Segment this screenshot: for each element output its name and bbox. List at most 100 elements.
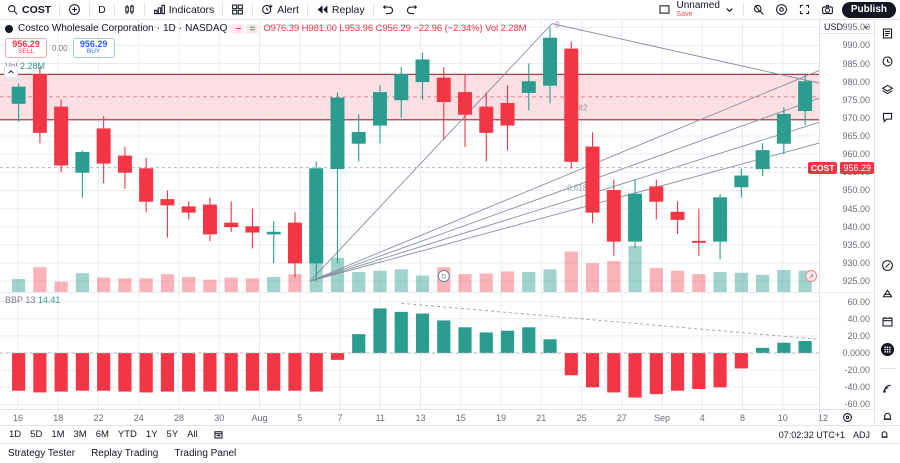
- current-price-value: 956.29: [840, 161, 874, 174]
- chat-bubble-icon[interactable]: [877, 108, 899, 126]
- indicators-label: Indicators: [168, 3, 215, 16]
- templates-button[interactable]: [226, 1, 249, 19]
- range-button-1m[interactable]: 1M: [51, 429, 65, 440]
- toolbar-divider: [113, 3, 115, 16]
- adjustment-toggle[interactable]: ADJ: [852, 429, 870, 440]
- price-axis-label: 995.00: [842, 22, 870, 33]
- redo-button[interactable]: [400, 1, 423, 19]
- time-axis-tick: 15: [455, 413, 466, 423]
- ideas-target-icon[interactable]: [877, 256, 899, 274]
- layers-icon[interactable]: [877, 80, 899, 98]
- currency-selector[interactable]: USD: [820, 20, 874, 34]
- alert-label: Alert: [277, 3, 299, 16]
- time-axis-tick: 21: [536, 413, 547, 423]
- time-axis-tick: Aug: [251, 413, 268, 423]
- current-price-symbol: COST: [807, 161, 838, 174]
- snapshot-target-button[interactable]: [770, 1, 793, 19]
- tab-replay-trading[interactable]: Replay Trading: [91, 448, 159, 459]
- sell-button[interactable]: 956.29 SELL: [5, 38, 47, 58]
- publish-button[interactable]: Publish: [841, 1, 896, 18]
- undo-button[interactable]: [377, 1, 400, 19]
- alert-button[interactable]: Alert: [256, 1, 304, 19]
- legend-collapse-button[interactable]: [4, 66, 18, 78]
- clock-history-icon[interactable]: [877, 52, 899, 70]
- interval-button[interactable]: D: [93, 1, 111, 19]
- chevron-down-icon: [726, 8, 733, 13]
- indicator-plot-area[interactable]: [0, 293, 819, 409]
- symbol-search-label: COST: [22, 3, 52, 16]
- time-axis-settings[interactable]: [819, 410, 874, 425]
- range-button-3m[interactable]: 3M: [73, 429, 87, 440]
- indicator-axis[interactable]: 60.00 40.00 20.00 0.0000 -20.00 -40.00 -60.00: [819, 293, 874, 409]
- quick-search-button[interactable]: [747, 1, 770, 19]
- indicator-legend[interactable]: BBP 13 14.41: [5, 295, 60, 305]
- indicator-axis-label: -20.00: [844, 365, 870, 376]
- tab-strategy-tester[interactable]: Strategy Tester: [8, 448, 76, 459]
- add-symbol-button[interactable]: [63, 1, 86, 19]
- notifications-bell-icon[interactable]: [877, 407, 899, 425]
- clock-icon: [882, 56, 893, 66]
- current-price-badge[interactable]: COST 956.29: [807, 161, 874, 174]
- svg-text:↗: ↗: [808, 274, 813, 281]
- toolbar-divider: [252, 3, 254, 16]
- indicators-button[interactable]: Indicators: [148, 1, 220, 19]
- buy-sell-widget[interactable]: 956.29 SELL 0.00 956.29 BUY: [5, 38, 526, 58]
- toolbar-divider: [89, 3, 91, 16]
- time-axis-tick: 16: [12, 413, 24, 423]
- calendar-icon[interactable]: [877, 312, 899, 330]
- range-button-6m[interactable]: 6M: [95, 429, 109, 440]
- toolbar-divider: [372, 3, 374, 16]
- buy-button[interactable]: 956.29 BUY: [72, 38, 115, 58]
- chat-icon: [882, 112, 893, 123]
- watchlist-icon[interactable]: [877, 24, 899, 42]
- alerts-pyramid-icon[interactable]: [877, 284, 899, 302]
- range-button-1y[interactable]: 1Y: [145, 429, 158, 440]
- range-button-ytd[interactable]: YTD: [117, 429, 137, 440]
- price-axis-label: 965.00: [842, 131, 870, 142]
- indicator-axis-label: -40.00: [844, 382, 870, 393]
- layout-select-button[interactable]: Unnamed Save: [653, 1, 740, 19]
- price-axis[interactable]: USD 995.00 990.00 985.00 980.00 975.00 970.00…: [807, 20, 874, 292]
- tab-trading-panel[interactable]: Trading Panel: [174, 448, 237, 459]
- stream-signal-icon[interactable]: [877, 379, 899, 397]
- indicator-pane[interactable]: BBP 13 14.41 60.00 40.00 20.00 0.0000 -20.00…: [0, 292, 874, 409]
- time-axis[interactable]: 16 18 22 24 28 30 Aug 5 7 11 13 15 19 21 25 27 Sep 4 8 10 12: [0, 409, 874, 425]
- settings-target-icon: [842, 413, 852, 422]
- camera-button[interactable]: [816, 1, 839, 19]
- price-axis-label: 925.00: [842, 276, 870, 287]
- bottom-alert-button[interactable]: [874, 426, 895, 444]
- watchlist-list-icon: [882, 28, 893, 38]
- range-button-5d[interactable]: 5D: [30, 429, 43, 440]
- fullscreen-button[interactable]: [793, 1, 816, 19]
- session-clock: 07:02:32 UTC+1: [778, 429, 845, 440]
- sell-price: 956.29: [12, 38, 40, 49]
- time-axis-tick: 7: [337, 413, 343, 423]
- price-axis-label: 940.00: [842, 221, 870, 232]
- date-range-button[interactable]: [208, 426, 229, 444]
- interval-label: D: [98, 3, 106, 16]
- range-button-5y[interactable]: 5Y: [166, 429, 179, 440]
- hotlist-grid-icon[interactable]: [877, 340, 899, 358]
- chart-style-button[interactable]: [118, 1, 141, 19]
- time-axis-tick: Sep: [653, 413, 671, 423]
- calendar-days-icon: [882, 316, 893, 326]
- symbol-search-button[interactable]: COST: [4, 1, 56, 19]
- calendar-sync-icon: [214, 431, 223, 439]
- replay-icon: [317, 5, 328, 14]
- time-axis-tick: 8: [739, 413, 746, 423]
- bbp-chart-svg[interactable]: [0, 293, 819, 409]
- range-button-1d[interactable]: 1D: [9, 429, 22, 440]
- replay-button[interactable]: Replay: [311, 1, 370, 19]
- camera-icon: [821, 4, 833, 15]
- toolbar-divider: [222, 3, 224, 16]
- top-toolbar: COST D Indicators: [0, 0, 900, 20]
- indicator-axis-label: -60.00: [844, 399, 870, 410]
- range-button-all[interactable]: All: [187, 429, 198, 440]
- bell-icon: [883, 412, 892, 420]
- toolbar-divider: [306, 3, 308, 16]
